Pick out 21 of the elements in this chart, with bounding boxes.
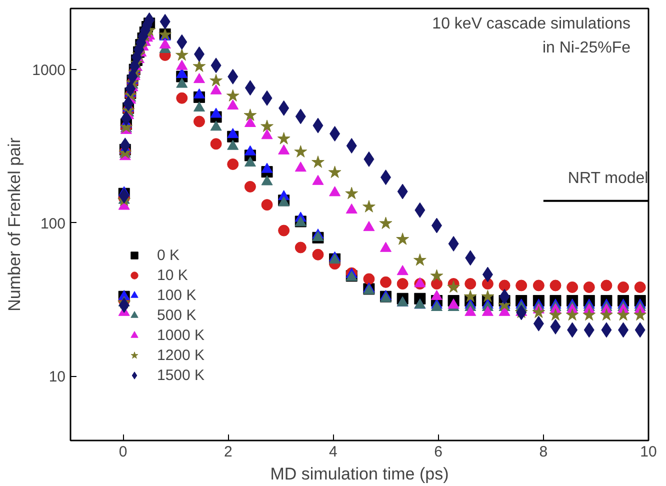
x-tick-label: 0 [118,444,128,460]
y-tick-label: 10 [48,368,66,386]
legend-label: 1000 K [157,326,205,344]
x-tick-label: 6 [434,444,442,460]
x-tick-label: 2 [224,444,232,460]
series-label: NRT model [568,170,648,187]
legend-label: 1500 K [157,366,205,384]
x-tick-label: 10 [640,444,657,460]
legend-label: 0 K [157,246,180,264]
legend-label: 500 K [157,306,196,324]
y-tick-label: 100 [40,215,66,232]
x-tick-label: 8 [539,444,548,460]
y-tick-label: 1000 [32,62,66,79]
annotation: 10 keV cascade simulations [432,16,630,32]
x-tick-label: 4 [329,444,338,460]
annotation: in Ni-25%Fe [542,40,631,56]
legend-label: 10 K [157,266,188,284]
legend-label: 100 K [157,286,196,304]
x-axis-title: MD simulation time (ps) [270,464,449,484]
legend-label: 1200 K [157,346,205,364]
y-axis-title: Number of Frenkel pair [5,137,24,312]
